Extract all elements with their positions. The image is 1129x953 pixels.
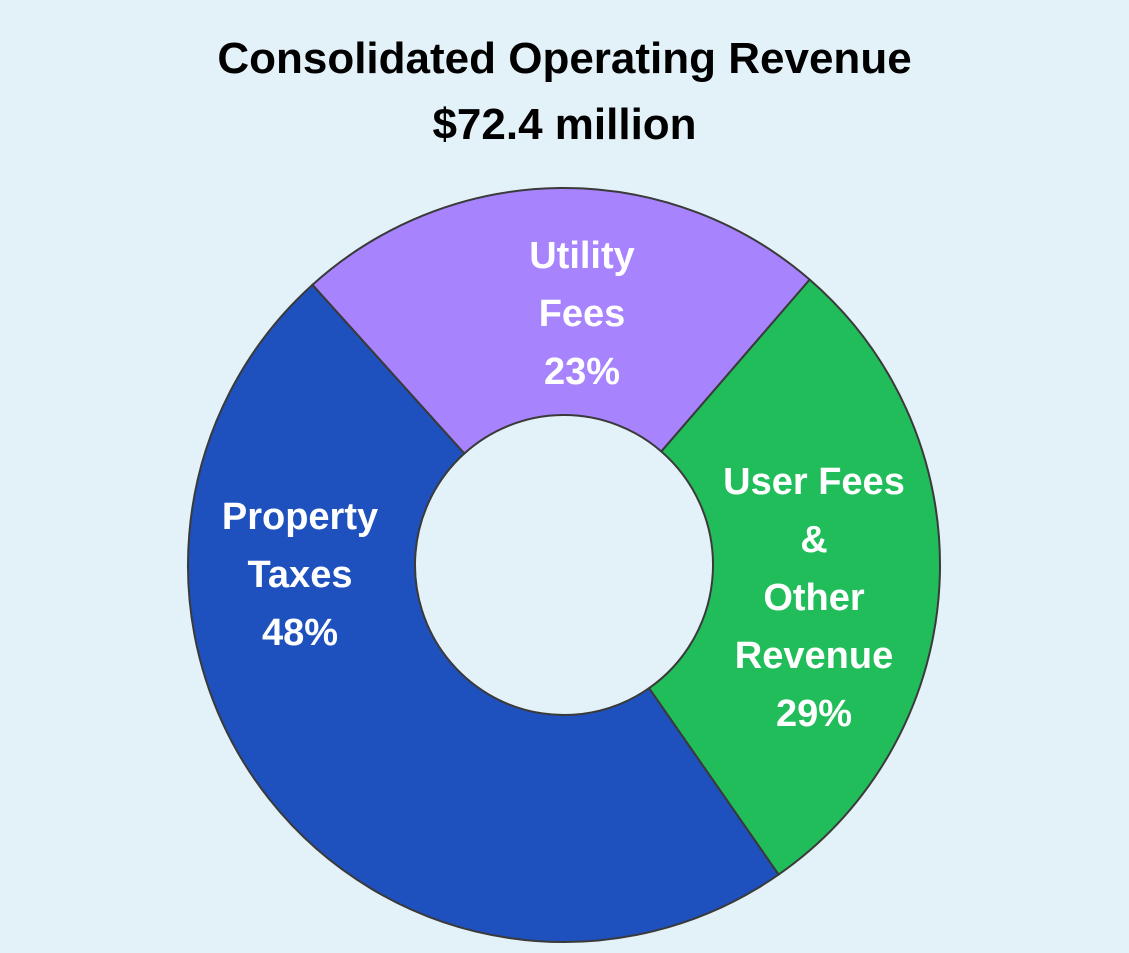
slice-label-utility-line-0: Utility — [529, 235, 635, 277]
donut-labels: Utility Fees 23% User Fees & Other Revenue 29% P… — [222, 235, 905, 735]
slice-label-property: Property Taxes 48% — [222, 496, 378, 654]
chart-subtitle: $72.4 million — [432, 100, 697, 149]
slice-label-user-line-2: Other — [763, 577, 865, 619]
slice-label-user-line-0: User Fees — [723, 461, 905, 503]
slice-label-user-line-4: 29% — [776, 693, 852, 735]
donut-slices — [187, 187, 941, 943]
donut-slice-user — [647, 278, 941, 876]
slice-label-utility-line-1: Fees — [539, 293, 626, 335]
slice-label-property-line-1: Taxes — [248, 554, 353, 596]
slice-label-utility: Utility Fees 23% — [529, 235, 635, 393]
slice-label-property-line-0: Property — [222, 496, 378, 538]
slice-label-property-line-2: 48% — [262, 612, 338, 654]
slice-label-user: User Fees & Other Revenue 29% — [723, 461, 905, 735]
donut-slice-property — [187, 283, 780, 943]
slice-label-user-line-1: & — [800, 519, 827, 561]
slice-label-utility-line-2: 23% — [544, 351, 620, 393]
chart-title: Consolidated Operating Revenue — [217, 34, 912, 83]
slice-label-user-line-3: Revenue — [735, 635, 893, 677]
donut-slice-utility — [310, 187, 812, 455]
